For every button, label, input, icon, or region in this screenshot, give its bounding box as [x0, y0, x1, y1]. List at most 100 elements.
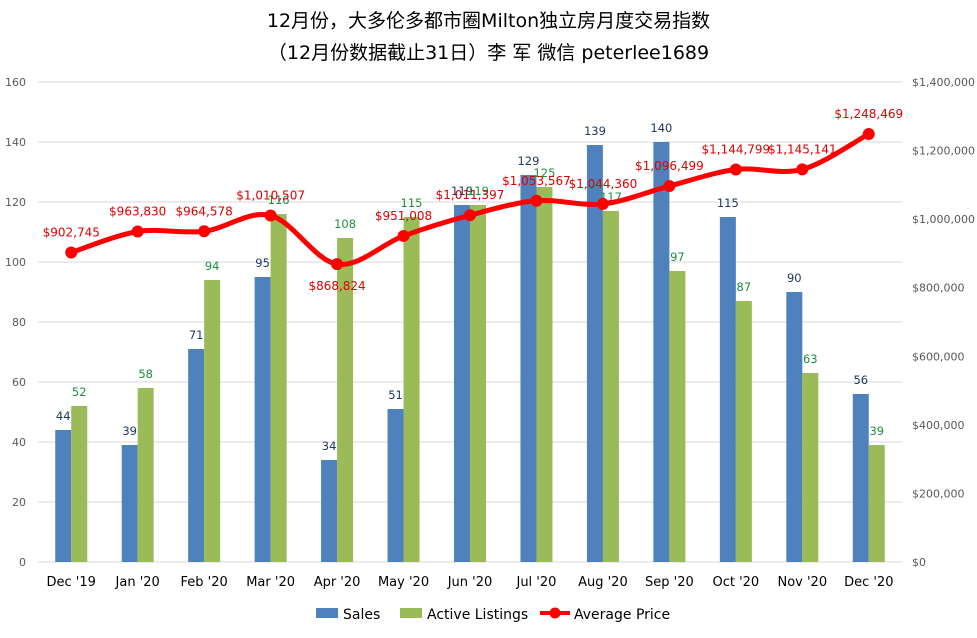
x-tick-label: Apr '20	[314, 575, 361, 590]
x-tick-label: Mar '20	[246, 575, 295, 590]
y-left-tick-label: 100	[5, 256, 26, 269]
sales-bar	[188, 349, 205, 562]
average-price-point	[131, 225, 144, 238]
listings-bar	[403, 217, 420, 562]
sales-data-label: 90	[787, 271, 802, 285]
listings-bar	[137, 388, 154, 562]
legend-swatch-listings	[400, 608, 422, 618]
listings-data-label: 125	[533, 166, 555, 180]
listings-bar	[337, 238, 354, 562]
listings-bar	[735, 301, 752, 562]
listings-data-label: 87	[737, 280, 752, 294]
average-price-point	[331, 258, 344, 271]
sales-data-label: 140	[650, 121, 672, 135]
legend-marker-price	[549, 607, 561, 619]
y-left-tick-label: 140	[5, 136, 26, 149]
sales-bar	[121, 445, 138, 562]
average-price-data-label: $868,824	[308, 279, 365, 293]
sales-data-label: 95	[255, 256, 270, 270]
average-price-data-label: $1,044,360	[569, 177, 638, 191]
legend-label-sales: Sales	[343, 607, 380, 623]
listings-data-label: 119	[467, 184, 489, 198]
x-tick-label: Nov '20	[777, 575, 827, 590]
x-tick-label: Dec '20	[844, 575, 893, 590]
y-right-tick-label: $1,200,000	[912, 145, 975, 158]
x-tick-label: Sep '20	[645, 575, 694, 590]
average-price-point	[596, 197, 609, 210]
sales-bar	[520, 175, 537, 562]
sales-data-label: 119	[451, 184, 473, 198]
y-right-tick-label: $600,000	[912, 350, 965, 363]
average-price-point	[65, 246, 78, 259]
average-price-point	[729, 163, 742, 176]
y-left-tick-label: 40	[12, 436, 26, 449]
sales-data-label: 44	[56, 409, 71, 423]
sales-bar	[852, 394, 869, 562]
listings-data-label: 39	[869, 424, 884, 438]
y-right-tick-label: $1,400,000	[912, 76, 975, 89]
sales-bar	[786, 292, 803, 562]
x-tick-label: Jan '20	[115, 575, 160, 590]
y-right-tick-label: $400,000	[912, 419, 965, 432]
listings-bar	[71, 406, 88, 562]
y-left-tick-label: 160	[5, 76, 26, 89]
listings-bar	[270, 214, 287, 562]
average-price-point	[530, 194, 543, 207]
average-price-data-label: $1,144,799	[701, 142, 770, 156]
average-price-point	[464, 209, 476, 222]
listings-data-label: 52	[72, 385, 87, 399]
listings-bar	[602, 211, 619, 562]
sales-data-label: 56	[853, 373, 868, 387]
listings-bar	[470, 205, 486, 562]
sales-bar	[387, 409, 404, 562]
y-right-tick-label: $1,000,000	[912, 213, 975, 226]
listings-bar	[802, 373, 819, 562]
listings-bar	[204, 280, 221, 562]
chart-subtitle: （12月份数据截止31日）李 军 微信 peterlee1689	[267, 42, 710, 64]
average-price-data-label: $1,053,567	[502, 174, 571, 188]
y-left-tick-label: 0	[19, 556, 26, 569]
listings-data-label: 115	[401, 196, 423, 210]
y-left-tick-label: 120	[5, 196, 26, 209]
sales-bar	[719, 217, 736, 562]
average-price-data-label: $1,096,499	[635, 159, 704, 173]
listings-data-label: 97	[670, 250, 685, 264]
average-price-point	[796, 163, 809, 176]
listings-data-label: 58	[138, 367, 153, 381]
x-tick-label: Jul '20	[515, 575, 556, 590]
sales-data-label: 71	[189, 328, 204, 342]
average-price-point	[663, 180, 676, 193]
y-right-tick-label: $800,000	[912, 282, 965, 295]
legend-label-price: Average Price	[574, 607, 670, 623]
sales-data-label: 34	[322, 439, 337, 453]
x-tick-label: Feb '20	[181, 575, 228, 590]
average-price-data-label: $1,145,141	[768, 142, 837, 156]
x-tick-label: Jun '20	[447, 575, 493, 590]
sales-data-label: 129	[517, 154, 539, 168]
listings-bar	[669, 271, 686, 562]
sales-bar	[454, 205, 470, 562]
average-price-point	[862, 127, 875, 140]
average-price-point	[264, 209, 277, 222]
sales-bar	[55, 430, 72, 562]
x-tick-label: Aug '20	[578, 575, 628, 590]
sales-bar	[321, 460, 338, 562]
sales-bar	[586, 145, 603, 562]
sales-data-label: 51	[388, 388, 403, 402]
average-price-point	[397, 229, 410, 242]
sales-data-label: 115	[717, 196, 739, 210]
x-tick-label: Oct '20	[712, 575, 759, 590]
average-price-data-label: $1,248,469	[834, 107, 903, 121]
average-price-data-label: $964,578	[176, 204, 233, 218]
legend-label-listings: Active Listings	[427, 607, 528, 623]
legend-swatch-sales	[316, 608, 338, 618]
sales-bar	[653, 142, 670, 562]
y-right-tick-label: $200,000	[912, 487, 965, 500]
chart-title: 12月份，大多伦多都市圈Milton独立房月度交易指数	[266, 10, 711, 32]
listings-data-label: 116	[268, 193, 290, 207]
sales-bar	[254, 277, 271, 562]
average-price-data-label: $1,011,397	[436, 188, 505, 202]
listings-data-label: 108	[334, 217, 356, 231]
